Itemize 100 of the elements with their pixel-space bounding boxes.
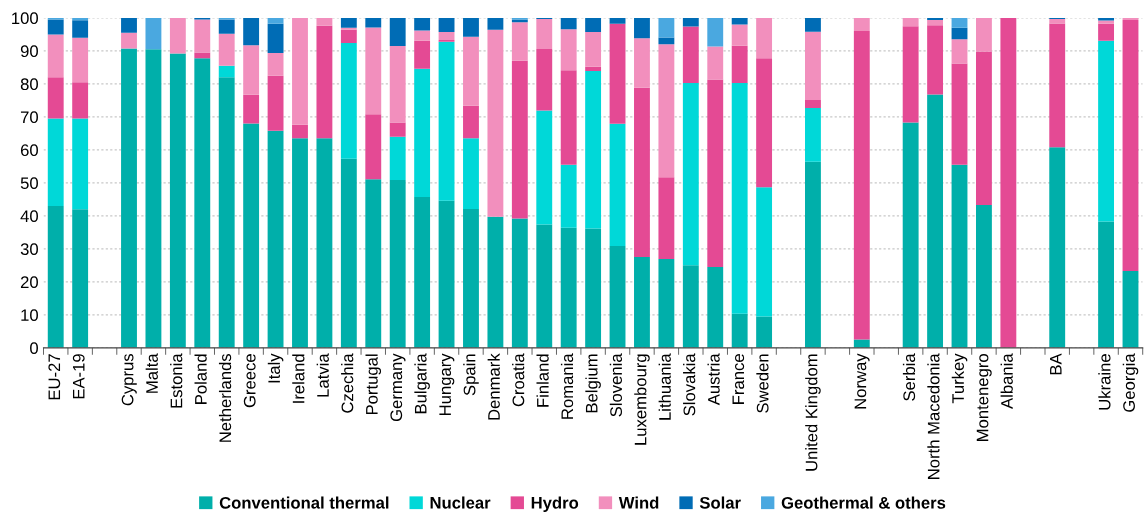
bar	[487, 29, 504, 217]
bar	[169, 53, 186, 348]
bar	[267, 23, 284, 53]
x-tick-label: Netherlands	[218, 353, 232, 442]
bar	[438, 32, 455, 41]
x-tick-label: Slovenia	[609, 353, 623, 417]
bar	[1098, 221, 1115, 348]
bar	[47, 77, 64, 119]
bar	[389, 136, 406, 180]
bar	[707, 266, 724, 348]
x-tick-label: Poland	[194, 354, 207, 404]
bar	[682, 82, 699, 266]
x-tick-label: EU-27	[48, 354, 61, 400]
bar	[243, 45, 260, 95]
bar	[560, 17, 577, 30]
bar	[511, 218, 528, 348]
bar	[902, 17, 919, 27]
bar	[976, 51, 992, 205]
bar	[218, 65, 235, 78]
bar	[560, 227, 577, 348]
bar	[902, 26, 919, 123]
bar	[438, 41, 455, 201]
bar	[536, 110, 553, 225]
bar	[1049, 147, 1066, 348]
bar	[511, 60, 528, 219]
y-tick-label: 70	[20, 111, 38, 124]
bar	[145, 17, 162, 50]
y-tick-label: 20	[20, 276, 38, 289]
bar	[316, 138, 333, 348]
bar	[609, 17, 626, 24]
bar	[609, 245, 626, 348]
x-tick-label: Luxembourg	[634, 354, 650, 445]
bar	[414, 197, 431, 348]
bar	[1122, 270, 1139, 348]
x-tick-label: Norway	[854, 353, 870, 409]
x-tick-label: Austria	[707, 353, 720, 406]
bar	[72, 118, 89, 210]
bar	[389, 122, 406, 137]
legend-label: Solar	[699, 496, 741, 509]
bar	[414, 40, 431, 69]
x-tick-label: Spain	[463, 354, 479, 396]
bar	[560, 70, 577, 165]
bar	[536, 48, 553, 111]
bar	[951, 17, 968, 28]
bar	[365, 114, 382, 180]
x-tick-label: Portugal	[365, 354, 382, 415]
bar	[267, 52, 284, 76]
bar	[927, 19, 944, 26]
x-tick-label: BA	[1050, 353, 1062, 375]
bar	[585, 71, 602, 229]
bar	[511, 22, 528, 61]
bar	[585, 228, 602, 348]
bar	[805, 161, 821, 348]
bar	[414, 30, 431, 41]
bar	[536, 18, 553, 49]
x-tick-label: Greece	[243, 354, 256, 408]
legend-label: Hydro	[531, 496, 579, 512]
x-tick-label: North Macedonia	[927, 353, 940, 479]
bar	[414, 17, 431, 31]
x-tick-label: Turkey	[951, 353, 968, 404]
bar	[218, 77, 235, 348]
x-tick-label: Georgia	[1122, 353, 1139, 412]
bar	[707, 46, 724, 80]
bar	[1049, 23, 1066, 148]
bar	[707, 17, 724, 47]
bar	[487, 17, 504, 30]
bar	[805, 17, 821, 32]
bar	[1049, 18, 1066, 24]
bar	[951, 63, 968, 165]
bar	[72, 82, 89, 119]
bar	[487, 216, 504, 348]
x-tick-label: Croatia	[512, 353, 525, 407]
bar	[927, 25, 944, 95]
x-tick-label: Hungary	[439, 353, 455, 415]
bar	[267, 17, 284, 24]
bar	[731, 313, 748, 348]
x-tick-label: Serbia	[902, 353, 916, 401]
bar	[267, 75, 284, 131]
bar	[243, 17, 260, 46]
bar	[585, 66, 602, 72]
bar	[389, 179, 406, 348]
bar	[414, 68, 431, 198]
x-tick-label: Czechia	[341, 353, 354, 413]
bar	[463, 36, 479, 106]
bar	[658, 259, 675, 348]
y-tick-label: 0	[30, 342, 38, 355]
x-tick-label: Finland	[536, 354, 549, 407]
x-tick-label: Lithuania	[658, 353, 671, 420]
bar	[292, 124, 308, 139]
bar	[389, 17, 406, 46]
bar	[853, 17, 870, 32]
y-tick-label: 30	[20, 243, 38, 256]
bar	[560, 29, 577, 71]
x-tick-label: Latvia	[316, 353, 329, 397]
bar	[194, 19, 211, 53]
bar	[340, 29, 357, 43]
bar	[658, 44, 675, 178]
bar	[731, 45, 748, 83]
x-tick-label: Bulgaria	[414, 353, 430, 414]
legend-label: Conventional thermal	[219, 496, 389, 509]
